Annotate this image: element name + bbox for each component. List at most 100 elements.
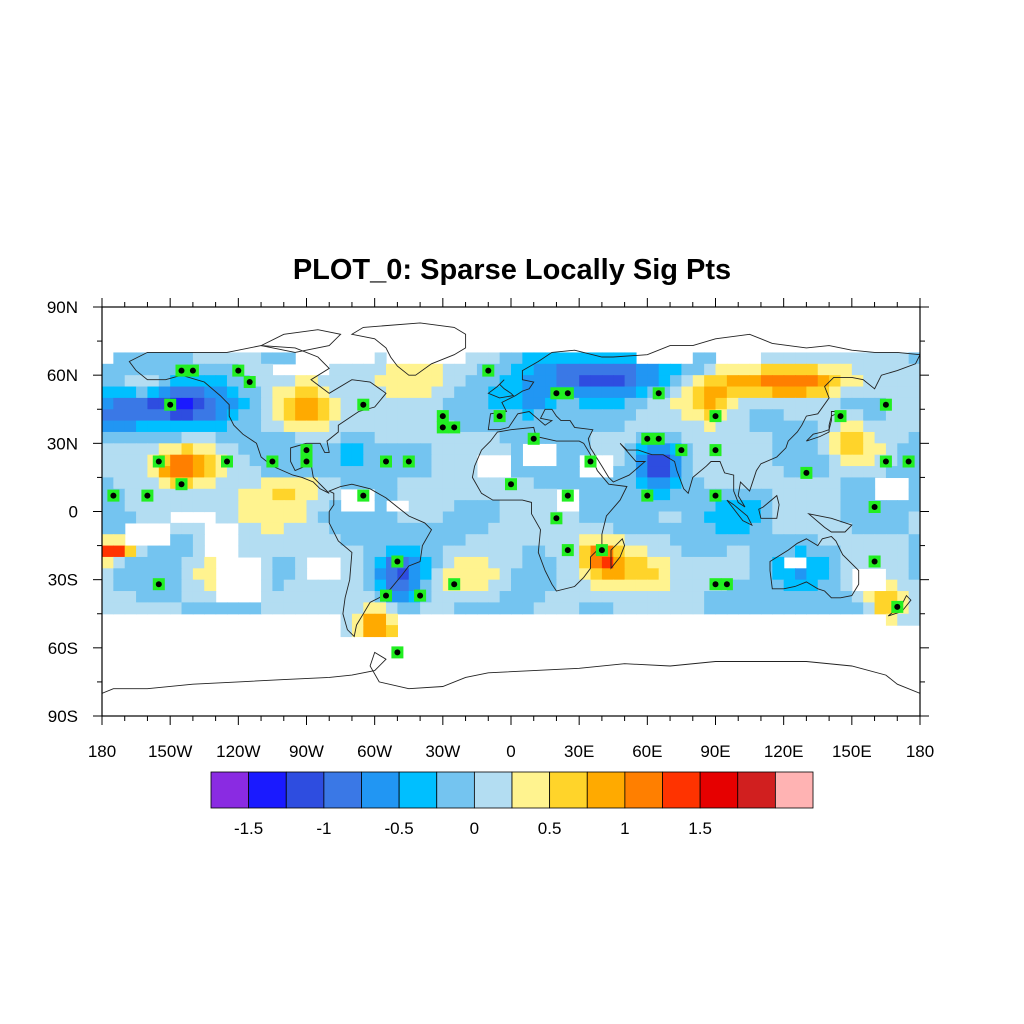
field-cell xyxy=(545,466,558,479)
field-cell xyxy=(272,602,285,615)
field-cell xyxy=(102,397,114,410)
field-cell xyxy=(601,409,614,422)
field-cell xyxy=(442,409,455,422)
field-cell xyxy=(692,443,705,456)
field-cell xyxy=(226,386,239,399)
field-cell xyxy=(635,420,648,433)
field-cell xyxy=(204,443,217,456)
field-cell xyxy=(431,443,444,456)
y-tick-label: 90N xyxy=(47,298,78,317)
field-cell xyxy=(351,363,364,376)
field-cell xyxy=(579,386,592,399)
field-cell xyxy=(749,397,762,410)
field-cell xyxy=(374,386,387,399)
field-cell xyxy=(726,431,739,444)
coastlines xyxy=(102,322,920,716)
field-cell xyxy=(692,352,705,365)
field-cell xyxy=(192,534,205,547)
field-cell xyxy=(476,534,489,547)
field-cell xyxy=(601,534,614,547)
field-cell xyxy=(601,375,614,388)
field-cell xyxy=(670,466,683,479)
field-cell xyxy=(226,466,239,479)
field-cell xyxy=(772,386,785,399)
field-cell xyxy=(488,568,501,581)
field-cell xyxy=(488,591,501,603)
field-cell xyxy=(783,363,796,376)
field-cell xyxy=(170,545,183,558)
field-cell xyxy=(738,591,751,603)
field-cell xyxy=(692,420,705,433)
field-cell xyxy=(226,352,239,365)
field-cell xyxy=(795,534,807,547)
field-cell xyxy=(783,352,796,365)
field-cell xyxy=(102,466,114,479)
field-cell xyxy=(226,500,239,513)
sig-point-dot xyxy=(587,458,594,465)
field-cell xyxy=(601,420,614,433)
colorbar-swatch xyxy=(511,771,551,809)
field-cell xyxy=(624,352,637,365)
field-cell xyxy=(442,511,455,524)
colorbar-swatch xyxy=(285,771,325,809)
field-cell xyxy=(533,556,546,569)
field-cell xyxy=(465,420,478,433)
field-cell xyxy=(363,522,376,535)
field-cell xyxy=(386,625,398,638)
field-cell xyxy=(158,511,171,524)
sig-point-dot xyxy=(712,447,719,454)
field-cell xyxy=(840,352,853,365)
field-cell xyxy=(715,568,728,581)
field-cell xyxy=(181,352,194,365)
field-cell xyxy=(885,545,898,558)
field-cell xyxy=(465,568,478,581)
field-cell xyxy=(670,545,683,558)
field-cell xyxy=(545,409,558,422)
field-cell xyxy=(476,352,489,365)
field-cell xyxy=(567,352,580,365)
field-cell xyxy=(613,534,626,547)
field-cell xyxy=(351,386,364,399)
field-cell xyxy=(351,545,364,558)
field-cell xyxy=(681,466,694,479)
field-cell xyxy=(215,420,228,433)
field-cell xyxy=(351,591,364,603)
field-cell xyxy=(261,591,274,603)
field-cell xyxy=(624,568,637,581)
field-cell xyxy=(420,431,433,444)
field-cell xyxy=(851,534,864,547)
field-cell xyxy=(249,534,262,547)
field-cell xyxy=(749,556,762,569)
field-cell xyxy=(317,420,330,433)
field-cell xyxy=(738,488,751,501)
field-cell xyxy=(147,443,160,456)
field-cell xyxy=(158,363,171,376)
field-cell xyxy=(431,534,444,547)
field-cell xyxy=(499,431,512,444)
field-cell xyxy=(465,556,478,569)
field-cell xyxy=(329,443,342,456)
field-cell xyxy=(590,375,603,388)
field-cell xyxy=(204,454,217,467)
field-cell xyxy=(511,454,523,467)
y-tick-label: 30N xyxy=(47,434,78,453)
field-cell xyxy=(170,454,183,467)
sig-point-dot xyxy=(712,492,719,499)
field-cell xyxy=(192,568,205,581)
field-cell xyxy=(749,500,762,513)
field-cell xyxy=(647,397,660,410)
field-cell xyxy=(726,500,739,513)
field-cell xyxy=(158,568,171,581)
field-cell xyxy=(533,386,546,399)
field-cell xyxy=(397,511,410,524)
field-cell xyxy=(454,397,467,410)
sig-point-dot xyxy=(882,458,889,465)
field-cell xyxy=(681,500,694,513)
field-cell xyxy=(635,534,648,547)
field-cell xyxy=(295,397,308,410)
field-cell xyxy=(613,500,626,513)
field-cell xyxy=(102,375,114,388)
field-cell xyxy=(283,375,296,388)
field-cell xyxy=(420,556,433,569)
field-cell xyxy=(261,545,274,558)
